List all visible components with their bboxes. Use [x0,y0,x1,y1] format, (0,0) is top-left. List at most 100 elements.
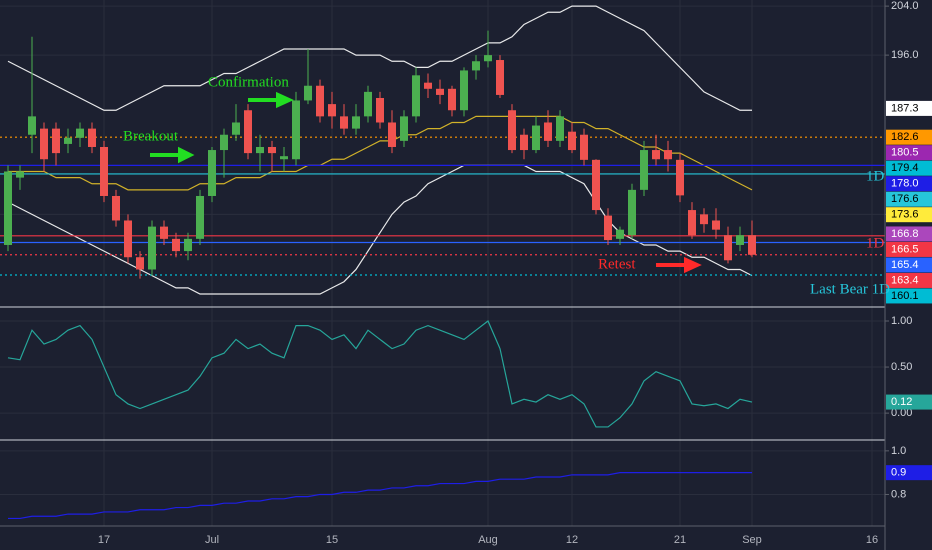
x-tick-label: Aug [478,534,498,546]
y-tick-label: 0.50 [891,361,912,373]
price-label-bg [886,257,932,273]
candle-body [424,82,432,89]
candle-body [736,235,744,245]
value-label-bg [886,465,932,481]
price-label: 176.6 [891,193,919,205]
candle-body [460,70,468,111]
x-tick-label: 15 [326,534,338,546]
candle-body [316,85,324,117]
value-label-bg [886,394,932,410]
candle-body [520,134,528,151]
candle-body [508,110,516,151]
candle-body [496,60,504,95]
candle-body [136,257,144,270]
price-label-bg [886,241,932,257]
candle-body [628,189,636,236]
candle-body [544,122,552,141]
candle-body [568,131,576,151]
retest-arrow [656,256,702,274]
candle-body [172,238,180,252]
x-tick-label: 12 [566,534,578,546]
candle-body [220,134,228,151]
x-tick-label: Sep [742,534,762,546]
x-tick-label: Jul [205,534,219,546]
candle-body [412,75,420,117]
candle-body [40,128,48,160]
candle-body [148,226,156,270]
candle-body [160,226,168,239]
candle-body [700,214,708,225]
price-label-bg [886,176,932,192]
candle-body [616,229,624,239]
price-label-bg [886,191,932,207]
candle-body [484,55,492,62]
price-label: 180.5 [891,147,919,159]
y-tick-label: 1.00 [891,315,912,327]
candle-body [184,238,192,252]
annotation: 1D [866,235,885,251]
candle-body [748,235,756,255]
annotation: Last Bear 1D [810,281,890,297]
price-label: 160.1 [891,290,919,302]
price-label-bg [886,129,932,145]
candle-body [124,220,132,258]
candle-body [16,171,24,178]
candle-body [712,220,720,230]
value-label: 0.12 [891,396,912,408]
candle-body [232,122,240,135]
price-label: 182.6 [891,131,919,143]
price-label-bg [886,272,932,288]
candle-body [196,195,204,239]
candle-body [688,210,696,236]
candle-body [256,146,264,154]
price-label: 166.8 [891,228,919,240]
candle-body [52,128,60,154]
confirmation-arrow [248,91,294,109]
price-label: 178.0 [891,178,919,190]
candle-body [376,97,384,123]
candle-body [580,134,588,160]
y-tick-label: 196.0 [891,49,919,61]
candle-body [652,150,660,160]
price-label-bg [886,207,932,223]
x-tick-label: 16 [866,534,878,546]
candle-body [436,88,444,95]
y-tick-label: 1.0 [891,445,906,457]
candle-body [448,88,456,111]
candle-body [592,159,600,211]
candle-body [640,150,648,190]
candle-body [676,159,684,196]
candle-body [532,125,540,151]
candle-body [64,137,72,144]
price-label-bg [886,100,932,116]
y-tick-label: 204.0 [891,0,919,12]
candle-body [604,215,612,241]
candle-body [340,116,348,129]
indicator-line [8,472,752,520]
candle-body [472,61,480,71]
price-label: 179.4 [891,162,919,174]
candle-body [304,85,312,101]
annotation: Breakout [123,128,179,144]
candle-body [280,156,288,160]
price-label-bg [886,226,932,242]
value-label: 0.9 [891,467,906,479]
annotation: Retest [598,256,636,272]
candle-body [4,171,12,245]
candle-body [100,146,108,196]
y-tick-label: 0.00 [891,407,912,419]
candle-body [724,235,732,261]
candle-body [88,128,96,147]
indicator-line [7,320,753,428]
price-label: 173.6 [891,209,919,221]
candle-body [244,110,252,154]
arrows [150,91,702,274]
indicator-line [7,164,753,295]
y-tick-label: 0.8 [891,488,906,500]
candle-body [268,146,276,154]
candle-body [76,128,84,138]
indicator-line [7,5,752,111]
candle-body [352,116,360,129]
candle-body [112,195,120,221]
